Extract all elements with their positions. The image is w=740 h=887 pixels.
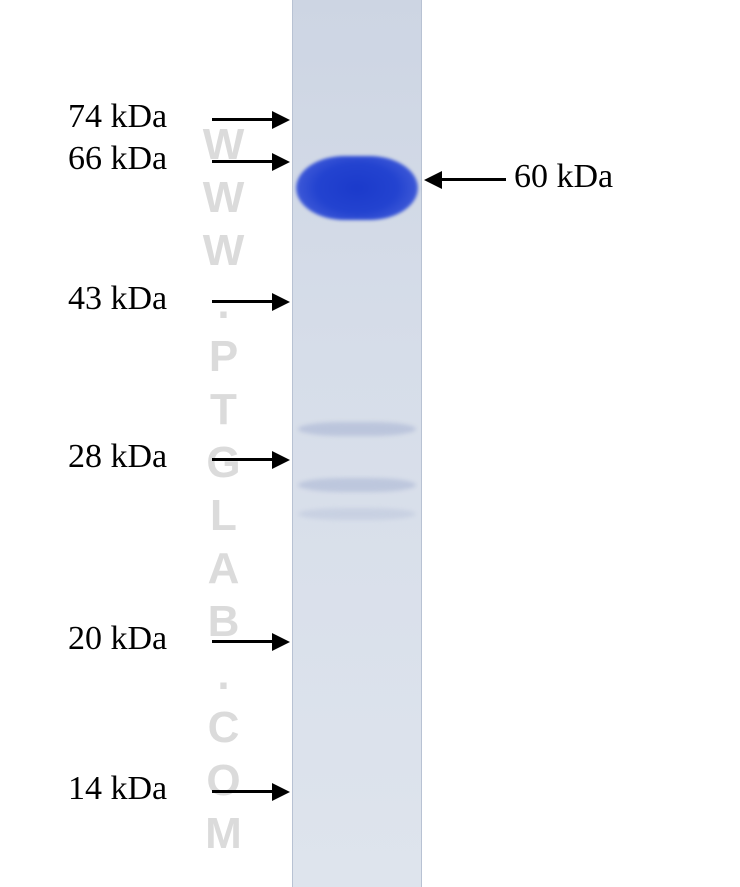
protein-band-faint-3 [298,508,416,520]
mw-label-74kda: 74 kDa [68,98,167,136]
mw-label-28kda: 28 kDa [68,438,167,476]
protein-band-main [296,156,418,220]
watermark-text: WWW.PTGLAB.COM [198,120,248,740]
gel-image-canvas: WWW.PTGLAB.COM 74 kDa 66 kDa 43 kDa 28 k… [0,0,740,887]
mw-label-14kda: 14 kDa [68,770,167,808]
protein-band-faint-2 [298,478,416,492]
mw-label-66kda: 66 kDa [68,140,167,178]
mw-label-60kda: 60 kDa [514,158,613,196]
gel-lane [292,0,422,887]
mw-label-20kda: 20 kDa [68,620,167,658]
protein-band-faint-1 [298,422,416,436]
mw-label-43kda: 43 kDa [68,280,167,318]
gel-lane-background [292,0,422,887]
